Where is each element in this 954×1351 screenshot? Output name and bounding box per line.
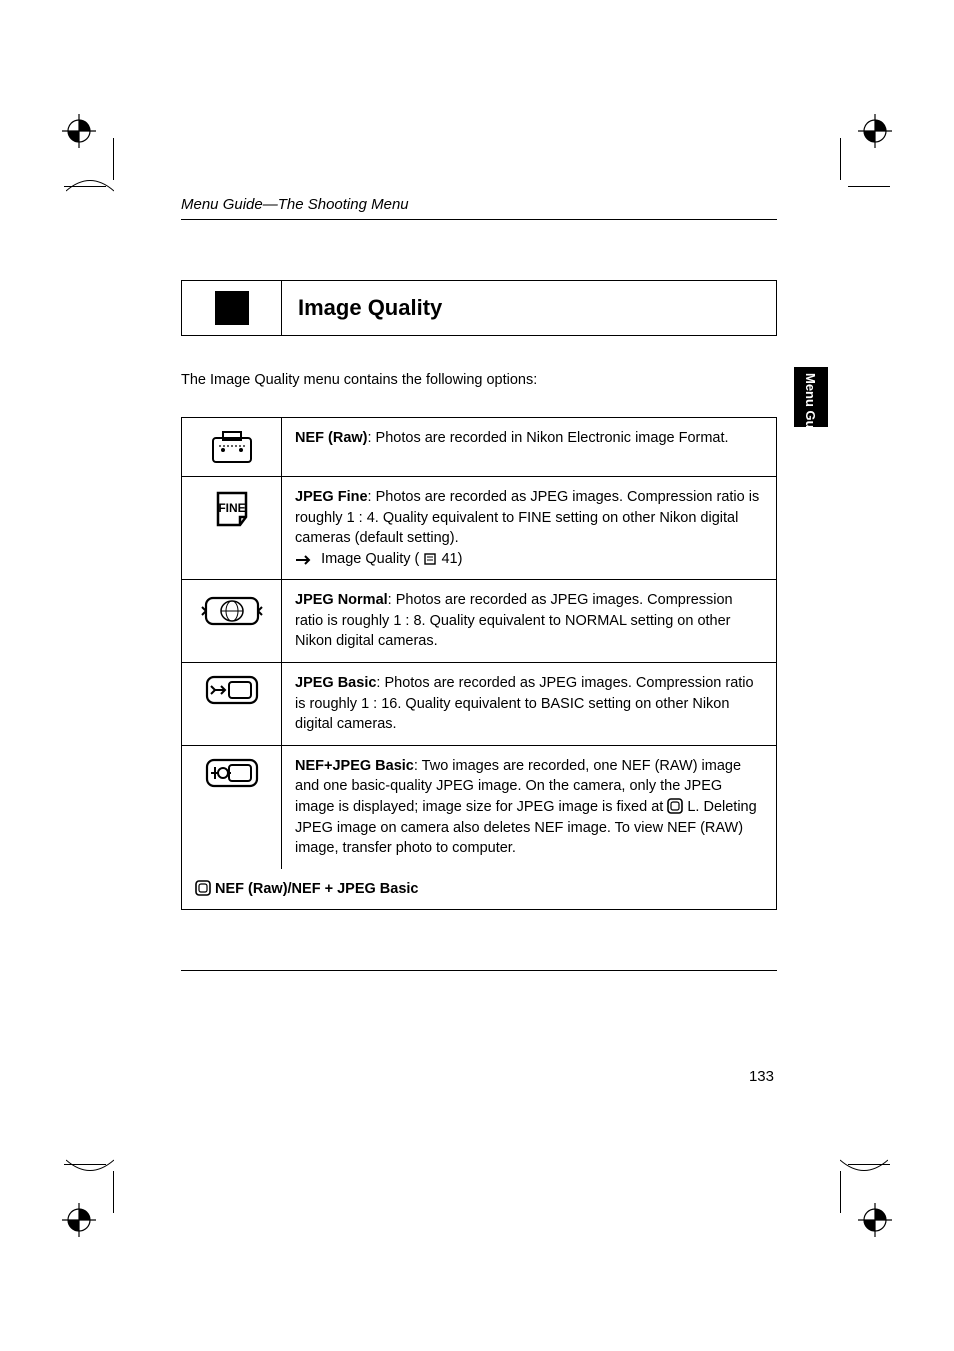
page-ref-icon (423, 552, 437, 566)
see-more-icon (295, 554, 313, 566)
crop-mark (840, 1171, 841, 1213)
option-text: : Photos are recorded in Nikon Electroni… (368, 430, 729, 446)
basic-icon (203, 673, 261, 707)
option-description: NEF (Raw): Photos are recorded in Nikon … (282, 418, 777, 477)
table-row: NEF+JPEG Basic: Two images are recorded,… (182, 745, 777, 868)
camera-mode-icon (215, 291, 249, 325)
crop-curve (66, 1159, 114, 1173)
registration-mark-icon (858, 114, 892, 148)
page-number: 133 (749, 1068, 774, 1085)
options-table: NEF (Raw): Photos are recorded in Nikon … (181, 417, 777, 910)
raw-icon (205, 428, 259, 466)
section-title: Image Quality (282, 281, 776, 335)
option-description: JPEG Fine: Photos are recorded as JPEG i… (282, 477, 777, 580)
table-note-row: NEF (Raw)/NEF + JPEG Basic (182, 869, 777, 910)
registration-mark-icon (62, 114, 96, 148)
running-head: Menu Guide—The Shooting Menu (181, 196, 777, 213)
note-icon (195, 880, 211, 896)
note-cell: NEF (Raw)/NEF + JPEG Basic (182, 869, 777, 910)
option-label: JPEG Basic (295, 675, 376, 691)
option-icon-cell: FINE (182, 477, 282, 580)
table-row: JPEG Normal: Photos are recorded as JPEG… (182, 580, 777, 663)
option-label: JPEG Normal (295, 592, 388, 608)
option-label: NEF (Raw) (295, 430, 368, 446)
crop-curve (840, 1159, 888, 1173)
bottom-rule (181, 970, 777, 971)
table-row: NEF (Raw): Photos are recorded in Nikon … (182, 418, 777, 477)
option-label: NEF+JPEG Basic (295, 758, 414, 774)
registration-mark-icon (62, 1203, 96, 1237)
registration-mark-icon (858, 1203, 892, 1237)
content-area: Menu Guide—The Shooting Menu Image Quali… (181, 196, 777, 971)
option-description: JPEG Normal: Photos are recorded as JPEG… (282, 580, 777, 663)
top-rule (181, 219, 777, 220)
lead-text: The Image Quality menu contains the foll… (181, 370, 777, 391)
option-label: JPEG Fine (295, 489, 368, 505)
see-more-label: Image Quality (321, 551, 410, 567)
option-icon-cell (182, 418, 282, 477)
option-icon-cell (182, 580, 282, 663)
crop-mark (848, 186, 890, 187)
crop-curve (66, 178, 114, 192)
crop-mark (113, 138, 114, 180)
table-row: FINE JPEG Fine: Photos are recorded as J… (182, 477, 777, 580)
side-tab-label: Menu Guide (803, 373, 818, 447)
option-icon-cell (182, 745, 282, 868)
svg-text:FINE: FINE (218, 501, 245, 515)
size-l-icon (667, 798, 683, 814)
normal-icon (200, 590, 264, 630)
see-more-page: 41 (441, 551, 457, 567)
page: Menu Guide Menu Guide—The Shooting Menu … (0, 0, 954, 1351)
note-label: NEF (Raw)/NEF + JPEG Basic (215, 881, 418, 897)
table-row: JPEG Basic: Photos are recorded as JPEG … (182, 663, 777, 746)
option-description: JPEG Basic: Photos are recorded as JPEG … (282, 663, 777, 746)
fine-icon: FINE (210, 487, 254, 531)
crop-mark (840, 138, 841, 180)
section-heading: Image Quality (181, 280, 777, 336)
section-icon-cell (182, 281, 282, 335)
option-description: NEF+JPEG Basic: Two images are recorded,… (282, 745, 777, 868)
side-tab: Menu Guide (794, 367, 828, 427)
nefjpeg-icon (203, 756, 261, 790)
crop-mark (113, 1171, 114, 1213)
option-icon-cell (182, 663, 282, 746)
